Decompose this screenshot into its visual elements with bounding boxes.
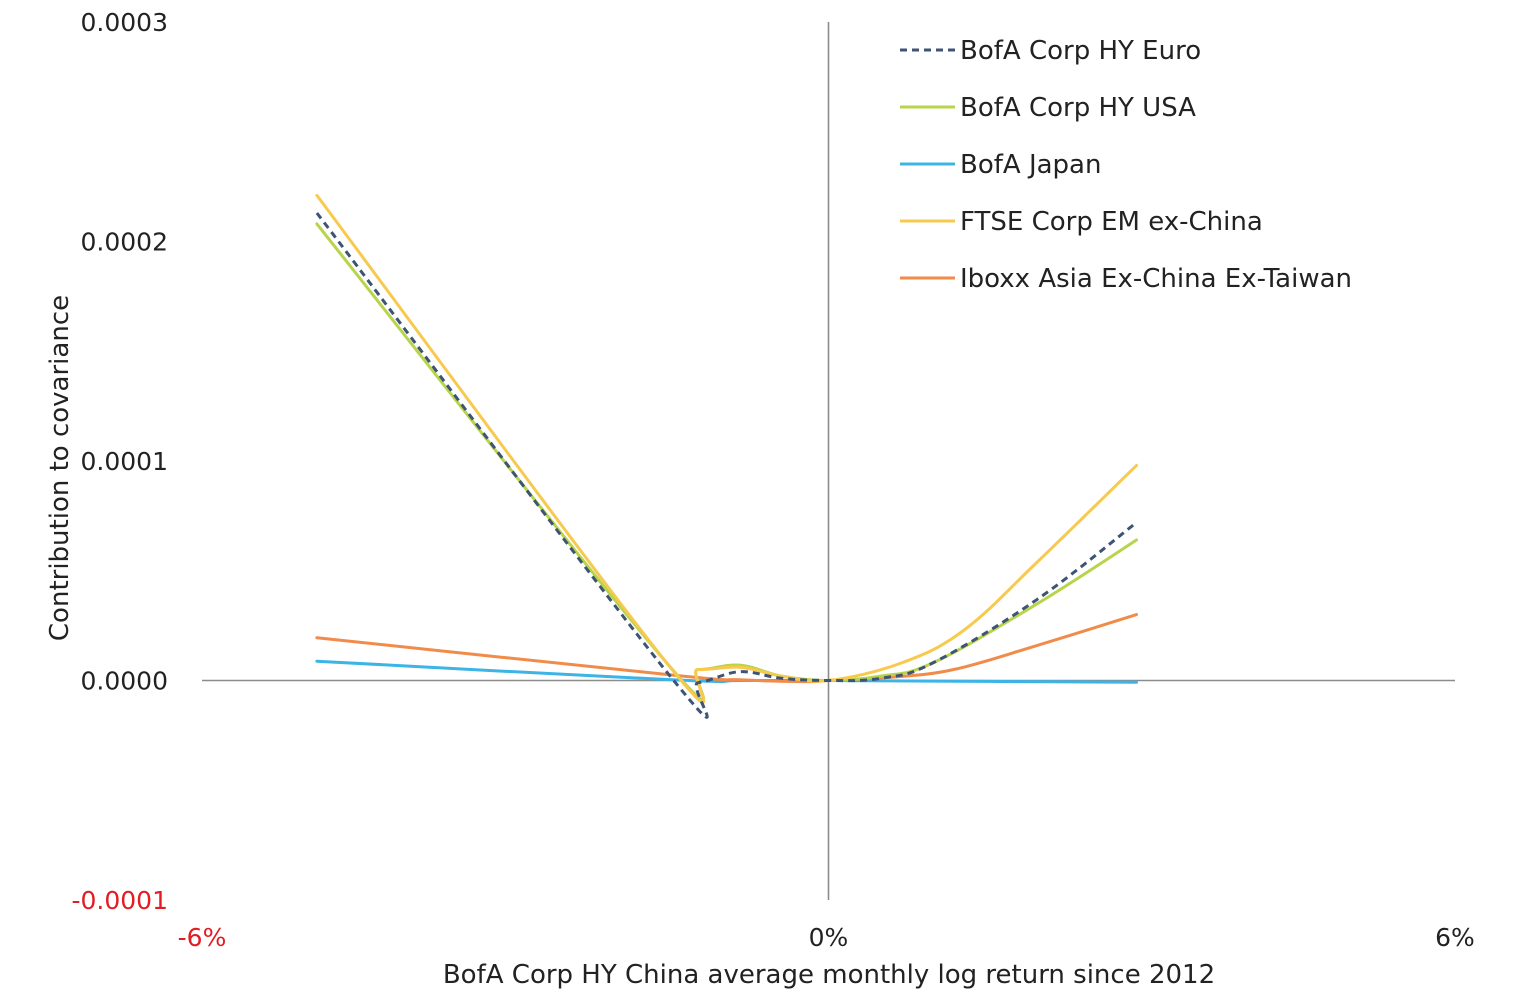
- x-tick-label: 0%: [809, 923, 849, 952]
- series-line-bofa-corp-hy-usa: [315, 222, 1138, 702]
- series-line-bofa-corp-hy-euro: [315, 212, 1138, 719]
- legend-label: BofA Corp HY Euro: [960, 36, 1201, 66]
- y-tick-label: 0.0000: [81, 667, 168, 696]
- tick-labels: 0.0003 0.0002 0.0001 0.0000 -0.0001 -6% 0% 6%: [72, 8, 1475, 952]
- legend-item: BofA Corp HY Euro: [900, 36, 1201, 66]
- y-axis-title: Contribution to covariance: [45, 295, 75, 641]
- legend-item: Iboxx Asia Ex-China Ex-Taiwan: [900, 264, 1352, 294]
- axes: [202, 22, 1455, 900]
- legend-item: BofA Corp HY USA: [900, 93, 1196, 123]
- series-line-ftse-corp-em-ex-china: [315, 193, 1138, 704]
- y-tick-label: 0.0002: [81, 228, 168, 257]
- legend-label: Iboxx Asia Ex-China Ex-Taiwan: [960, 264, 1352, 294]
- y-tick-label: -0.0001: [72, 886, 169, 915]
- legend-label: BofA Corp HY USA: [960, 93, 1196, 123]
- legend-label: BofA Japan: [960, 150, 1101, 180]
- legend-label: FTSE Corp EM ex-China: [960, 207, 1263, 237]
- x-tick-label: -6%: [178, 923, 227, 952]
- legend-item: FTSE Corp EM ex-China: [900, 207, 1263, 237]
- series-line-iboxx-asia-ex-china-ex-taiwan: [315, 613, 1138, 684]
- x-tick-label: 6%: [1435, 923, 1475, 952]
- y-tick-label: 0.0003: [81, 8, 168, 37]
- series-lines: [315, 193, 1138, 719]
- legend-item: BofA Japan: [900, 150, 1101, 180]
- legend: BofA Corp HY Euro BofA Corp HY USA BofA Ja…: [900, 36, 1352, 294]
- x-axis-title: BofA Corp HY China average monthly log r…: [443, 960, 1215, 990]
- y-tick-label: 0.0001: [81, 447, 168, 476]
